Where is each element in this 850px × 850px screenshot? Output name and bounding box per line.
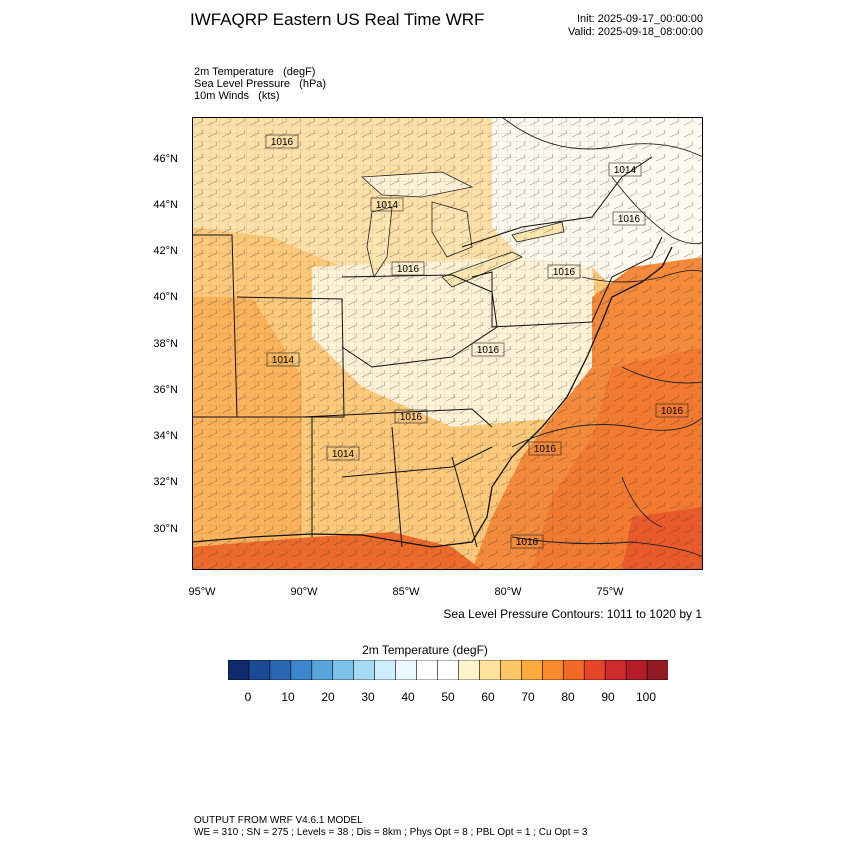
colorbar-swatch [228,660,250,680]
isobar-label: 1016 [477,345,500,356]
colorbar-swatch [416,660,439,680]
wind-barbs [192,117,703,570]
colorbar-swatch [353,660,376,680]
field-label-pressure: Sea Level Pressure (hPa) [194,78,327,90]
isobar-label-box [608,162,642,177]
lat-label: 40°N [153,291,178,303]
map-frame [192,117,703,570]
colorbar-swatch [311,660,334,680]
colorbar-tick: 20 [321,690,335,704]
colorbar-swatch [458,660,481,680]
lat-label: 34°N [153,430,178,442]
colorbar-title: 2m Temperature (degF) [362,643,488,657]
map-title: IWFAQRP Eastern US Real Time WRF [190,10,485,29]
colorbar-swatch [521,660,543,680]
colorbar-swatch [374,660,397,680]
weather-map: 1016 1014 1014 1016 1016 1016 1014 1016 1016 1016… [192,117,703,570]
colorbar-swatch [332,660,355,680]
valid-time: Valid: 2025-09-18_08:00:00 [568,26,703,38]
coastline [192,246,673,548]
isobar [621,366,703,384]
isobar-label-box [394,409,428,424]
isobar-label-box [655,403,689,418]
isobar-label: 1016 [534,444,557,455]
isobar-label-box [265,134,299,149]
colorbar-tick: 40 [401,690,415,704]
lon-label: 90°W [290,586,318,598]
lat-label: 32°N [153,476,178,488]
colorbar-swatch [269,660,292,680]
colorbar-swatch [248,660,271,680]
isobar-label: 1016 [661,406,684,417]
model-footer-line2: WE = 310 ; SN = 275 ; Levels = 38 ; Dis … [194,827,588,838]
isobar [581,269,703,283]
colorbar-swatch [395,660,418,680]
isobar-label: 1016 [397,264,420,275]
colorbar-tick: 0 [244,690,252,704]
colorbar-tick: 100 [635,690,657,704]
model-footer-line1: OUTPUT FROM WRF V4.6.1 MODEL [194,815,363,826]
colorbar-swatch [625,660,648,680]
isobar [611,176,703,245]
isobar-label: 1016 [400,412,423,423]
colorbar-tick: 50 [441,690,455,704]
colorbar-tick: 10 [281,690,295,704]
isobar-label: 1014 [332,449,355,460]
colorbar-tick: 70 [521,690,535,704]
isobar [621,476,663,528]
isobar-label: 1016 [516,537,539,548]
colorbar-swatch [583,660,606,680]
lat-label: 46°N [153,153,178,165]
field-label-temperature: 2m Temperature (degF) [194,66,316,78]
lat-label: 30°N [153,523,178,535]
colorbar-swatch [646,660,668,680]
isobar-label-box [326,446,360,461]
isobar-label-box [370,197,404,212]
isobar-label-box [391,261,425,276]
isobar-label: 1014 [272,355,295,366]
lon-label: 80°W [494,586,522,598]
colorbar-swatch [604,660,627,680]
isobar-label-box [528,441,562,456]
colorbar-tick: 60 [481,690,495,704]
temperature-colorbar [228,660,668,680]
isobar-label-box [266,352,300,367]
lat-label: 36°N [153,384,178,396]
isobar-label: 1016 [618,214,641,225]
isobar-labels: 1016 1014 1014 1016 1016 1016 1014 1016 1016 1016… [265,134,689,549]
init-time: Init: 2025-09-17_00:00:00 [577,13,703,25]
pressure-contour-note: Sea Level Pressure Contours: 1011 to 102… [443,607,702,621]
isobar-label-box [612,211,646,226]
lon-label: 75°W [596,586,624,598]
lon-label: 95°W [188,586,216,598]
lat-label: 38°N [153,338,178,350]
colorbar-swatch [500,660,522,680]
colorbar-swatch [479,660,501,680]
isobar [511,536,703,558]
lat-label: 44°N [153,199,178,211]
isobar [501,117,703,158]
isobar [511,416,703,448]
isobar-label: 1016 [553,267,576,278]
colorbar-tick: 80 [561,690,575,704]
isobar-label-box [510,534,544,549]
field-label-winds: 10m Winds (kts) [194,90,280,102]
isobar-label: 1014 [614,165,637,176]
isobar-label-box [471,342,505,357]
colorbar-tick: 90 [601,690,615,704]
colorbar-swatch [290,660,313,680]
lat-label: 42°N [153,245,178,257]
colorbar-swatch [541,660,564,680]
lon-label: 85°W [392,586,420,598]
colorbar-swatch [437,660,460,680]
isobar-label: 1014 [376,200,399,211]
isobar-label: 1016 [271,137,294,148]
colorbar-swatch [562,660,585,680]
colorbar-tick: 30 [361,690,375,704]
isobar-label-box [547,264,581,279]
